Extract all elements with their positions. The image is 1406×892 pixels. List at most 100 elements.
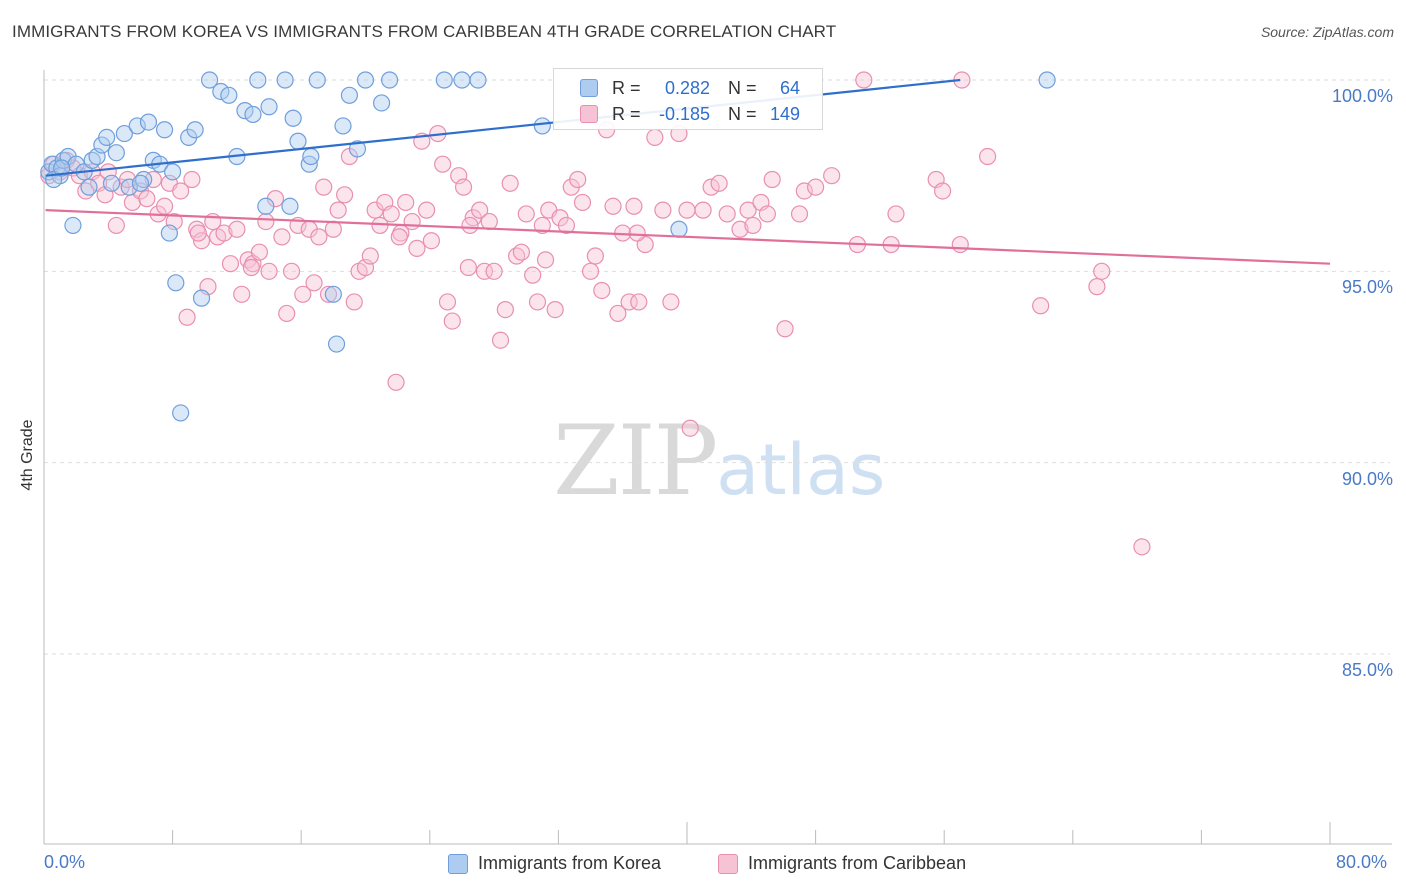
caribbean-point-143 bbox=[390, 228, 408, 246]
bottom-caribbean-swatch bbox=[718, 854, 738, 874]
caribbean-point-148 bbox=[887, 205, 905, 223]
caribbean-point-47 bbox=[310, 228, 328, 246]
caribbean-point-105 bbox=[620, 293, 638, 311]
korea-point-54 bbox=[453, 71, 471, 89]
caribbean-point-65 bbox=[403, 212, 421, 231]
korea-point-42 bbox=[289, 132, 307, 150]
caribbean-point-52 bbox=[336, 186, 354, 204]
caribbean-point-102 bbox=[604, 197, 622, 215]
korea-point-55 bbox=[469, 71, 487, 89]
caribbean-point-125 bbox=[790, 205, 809, 223]
caribbean-point-99 bbox=[586, 247, 604, 265]
korea-point-39 bbox=[276, 71, 294, 89]
caribbean-point-22 bbox=[172, 182, 190, 200]
caribbean-point-69 bbox=[422, 232, 441, 250]
legend-row-caribbean: R = -0.185 N = 149 bbox=[554, 100, 824, 126]
caribbean-point-61 bbox=[382, 205, 400, 223]
x-tick-label-min: 0.0% bbox=[44, 852, 86, 872]
caribbean-point-38 bbox=[260, 262, 278, 280]
caribbean-point-31 bbox=[221, 255, 240, 273]
caribbean-point-124 bbox=[776, 320, 794, 338]
caribbean-point-84 bbox=[501, 174, 519, 192]
korea-point-32 bbox=[220, 86, 238, 104]
korea-n-value: 64 bbox=[779, 78, 800, 98]
y-tick-label-85: 85.0% bbox=[1341, 660, 1393, 680]
caribbean-point-73 bbox=[443, 312, 461, 330]
korea-point-30 bbox=[200, 71, 219, 89]
bottom-korea-swatch bbox=[448, 854, 468, 874]
caribbean-point-116 bbox=[702, 178, 720, 196]
y-tick-label-100: 100.0% bbox=[1331, 86, 1393, 106]
watermark-zip: ZIP bbox=[553, 405, 718, 517]
caribbean-points bbox=[40, 71, 1151, 556]
korea-r-value: 0.282 bbox=[664, 78, 710, 98]
caribbean-point-111 bbox=[662, 293, 680, 311]
caribbean-point-128 bbox=[823, 167, 841, 185]
korea-point-22 bbox=[155, 121, 174, 139]
caribbean-point-122 bbox=[758, 205, 776, 223]
korea-point-61 bbox=[80, 178, 98, 196]
caribbean-point-50 bbox=[324, 220, 342, 238]
caribbean-n-value: 149 bbox=[769, 104, 800, 124]
caribbean-point-119 bbox=[731, 220, 749, 238]
korea-n-label: N = bbox=[728, 78, 757, 98]
caribbean-point-100 bbox=[593, 281, 611, 300]
korea-point-28 bbox=[186, 121, 204, 139]
bottom-caribbean-label: Immigrants from Caribbean bbox=[748, 853, 967, 873]
caribbean-point-17 bbox=[144, 170, 162, 189]
caribbean-point-79 bbox=[475, 262, 494, 280]
korea-point-37 bbox=[257, 197, 275, 215]
bottom-korea-label: Immigrants from Korea bbox=[478, 853, 662, 873]
caribbean-point-138 bbox=[1088, 278, 1106, 296]
caribbean-point-130 bbox=[855, 71, 873, 89]
korea-point-26 bbox=[172, 404, 190, 422]
caribbean-r-label: R = bbox=[612, 104, 641, 124]
caribbean-point-78 bbox=[471, 201, 489, 219]
korea-point-47 bbox=[334, 117, 352, 135]
caribbean-point-136 bbox=[979, 147, 997, 166]
korea-point-56 bbox=[533, 117, 551, 135]
caribbean-point-107 bbox=[630, 293, 648, 311]
korea-point-60 bbox=[53, 159, 71, 177]
caribbean-point-96 bbox=[569, 170, 587, 189]
caribbean-point-123 bbox=[763, 170, 781, 189]
caribbean-point-16 bbox=[138, 190, 156, 208]
caribbean-point-90 bbox=[533, 216, 551, 235]
caribbean-point-23 bbox=[178, 308, 196, 326]
korea-point-15 bbox=[115, 124, 133, 143]
caribbean-point-94 bbox=[557, 216, 576, 235]
caribbean-point-145 bbox=[536, 251, 555, 269]
caribbean-point-83 bbox=[496, 301, 514, 319]
caribbean-point-41 bbox=[278, 304, 296, 323]
source-note: Source: ZipAtlas.com bbox=[1260, 24, 1394, 40]
caribbean-point-98 bbox=[581, 262, 600, 280]
korea-point-50 bbox=[356, 71, 375, 89]
korea-point-34 bbox=[236, 102, 254, 120]
caribbean-trend-line bbox=[45, 209, 1331, 265]
caribbean-point-36 bbox=[250, 243, 269, 261]
caribbean-point-115 bbox=[694, 201, 712, 219]
korea-r-label: R = bbox=[612, 78, 641, 98]
caribbean-point-76 bbox=[459, 258, 477, 277]
korea-point-29 bbox=[192, 289, 211, 307]
caribbean-point-51 bbox=[329, 201, 347, 219]
korea-point-16 bbox=[120, 178, 138, 196]
watermark-atlas: atlas bbox=[716, 429, 886, 511]
caribbean-point-24 bbox=[183, 170, 201, 189]
korea-point-12 bbox=[98, 128, 116, 146]
legend-row-korea: R = 0.282 N = 64 bbox=[554, 74, 824, 100]
caribbean-point-66 bbox=[408, 239, 426, 257]
caribbean-point-54 bbox=[345, 293, 363, 311]
caribbean-point-72 bbox=[438, 293, 457, 311]
axis-layer bbox=[43, 70, 1392, 845]
korea-point-57 bbox=[670, 220, 688, 238]
caribbean-point-144 bbox=[461, 216, 479, 235]
caribbean-point-37 bbox=[257, 212, 275, 231]
caribbean-point-46 bbox=[305, 274, 323, 292]
caribbean-point-57 bbox=[361, 247, 379, 265]
caribbean-point-48 bbox=[315, 178, 333, 196]
caribbean-point-87 bbox=[517, 205, 535, 223]
caribbean-point-140 bbox=[1133, 538, 1151, 556]
chart-title: IMMIGRANTS FROM KOREA VS IMMIGRANTS FROM… bbox=[12, 22, 837, 41]
